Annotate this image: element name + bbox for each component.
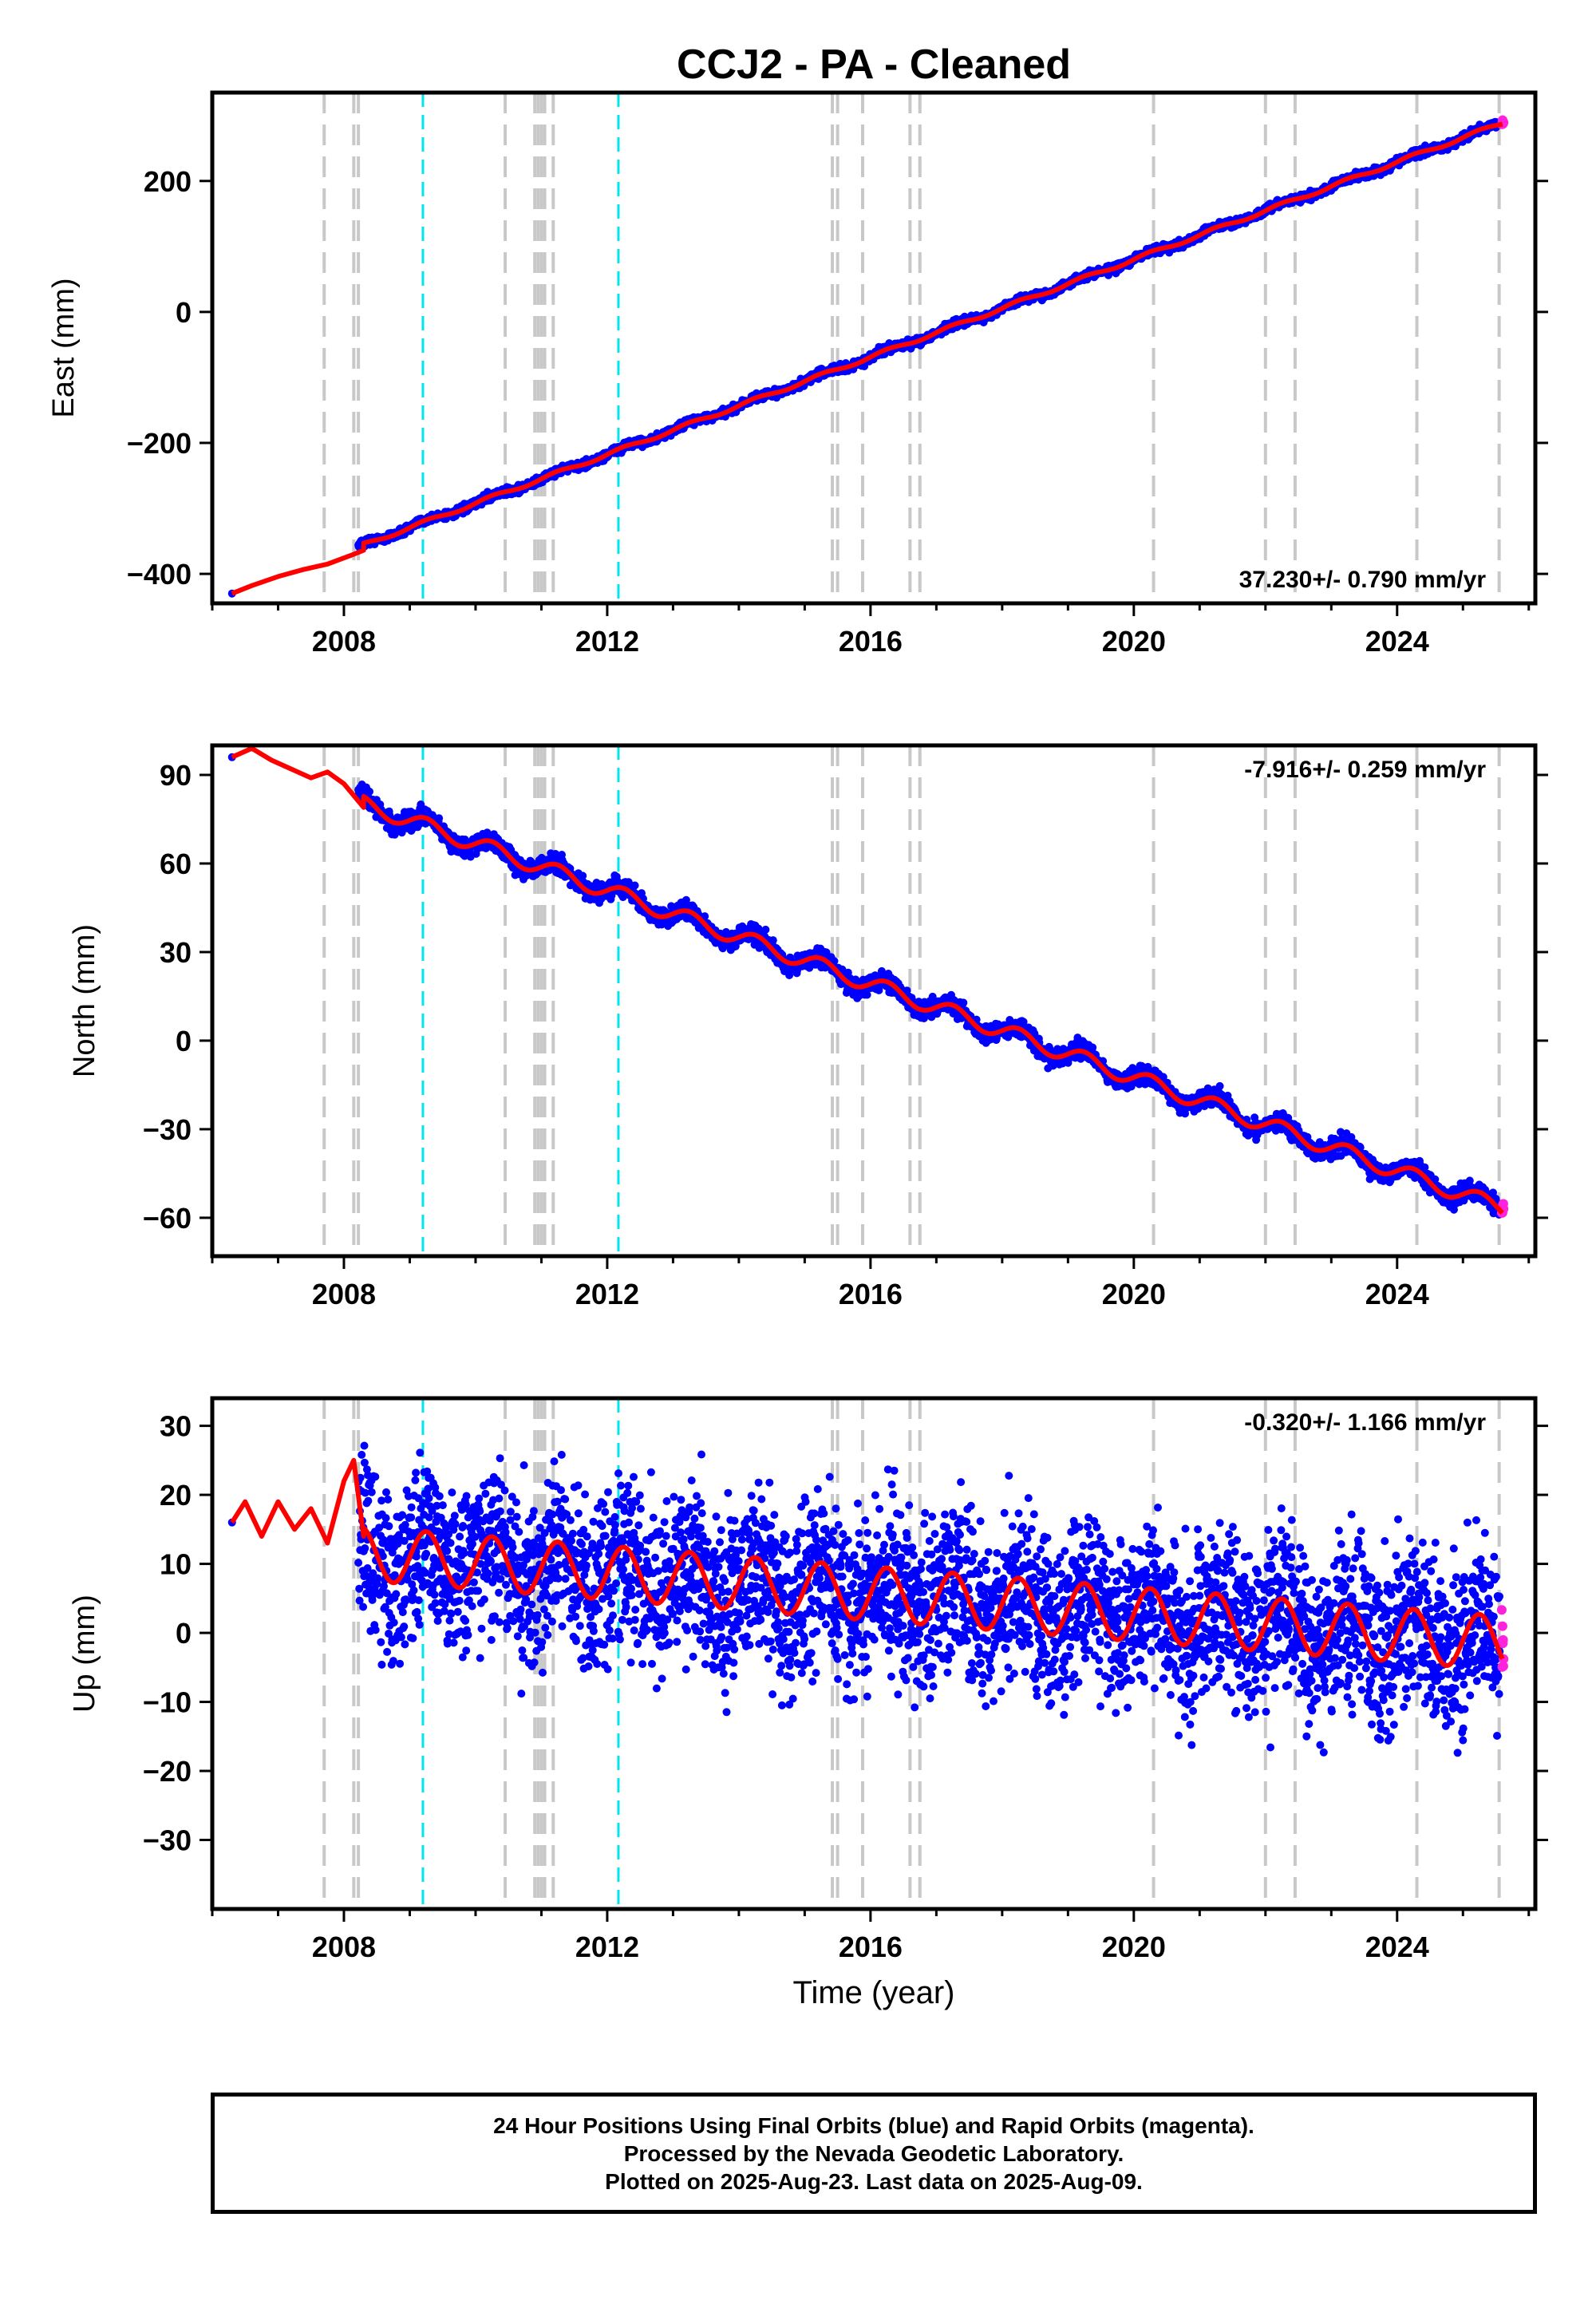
x-tick-label: 2016 [839, 625, 903, 658]
east-rate-label: 37.230+/- 0.790 mm/yr [1239, 567, 1487, 593]
x-tick-label: 2008 [312, 625, 376, 658]
y-tick-label: 0 [176, 296, 192, 329]
final-orbit-point [761, 925, 770, 934]
final-orbit-point [630, 881, 639, 890]
x-tick-label: 2012 [575, 625, 639, 658]
final-orbit-point [959, 998, 968, 1007]
y-tick-label: 200 [144, 165, 192, 198]
east-y-axis-label: East (mm) [47, 278, 81, 417]
final-orbit-point [435, 814, 444, 823]
x-tick-label: 2024 [1365, 625, 1429, 658]
y-tick-label: −400 [127, 558, 192, 591]
final-orbit-point [365, 787, 373, 796]
east-plot-area [227, 93, 1509, 603]
final-orbit-point [768, 936, 777, 945]
y-tick-label: −200 [127, 427, 192, 460]
x-tick-label: 2020 [1102, 625, 1166, 658]
east-panel: 2008 2012 2016 2020 2024 −400 −200 0 200 East (mm… [47, 90, 1548, 658]
north-plot-area [227, 745, 1509, 1256]
figure-title: CCJ2 - PA - Cleaned [677, 41, 1071, 88]
